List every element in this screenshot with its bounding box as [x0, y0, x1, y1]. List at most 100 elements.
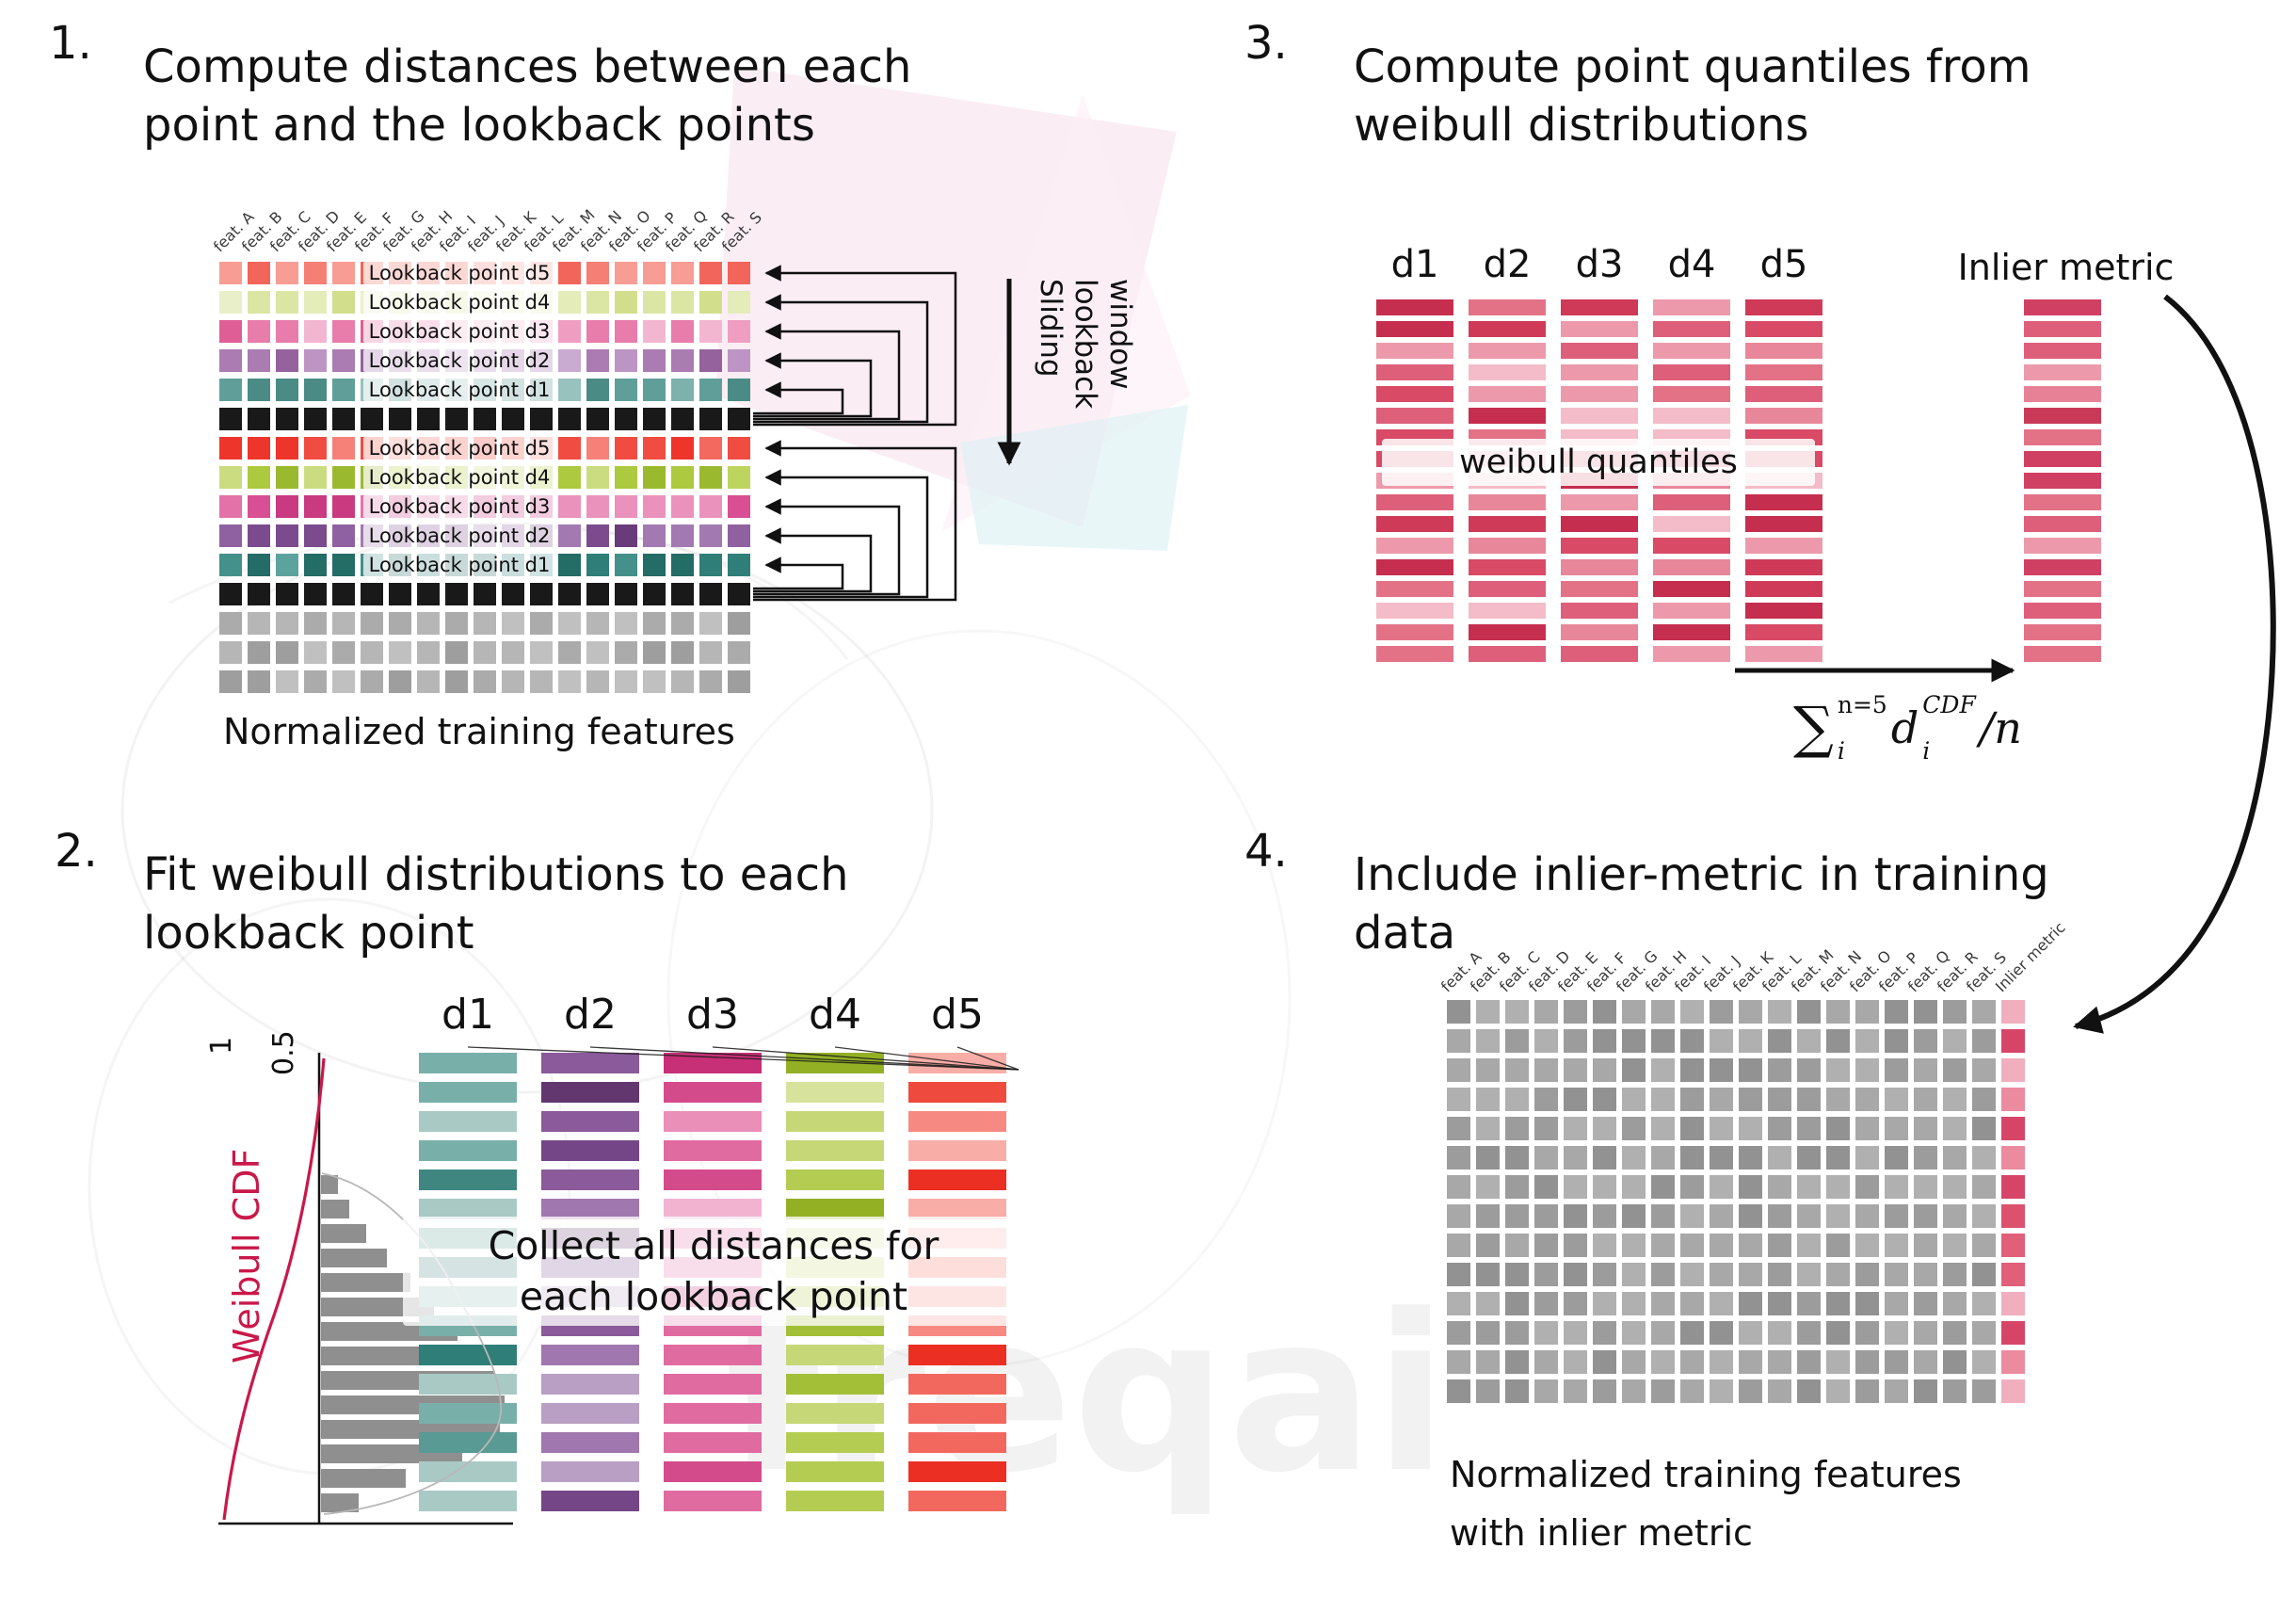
histogram-bar	[321, 1420, 500, 1439]
lookback-arrow-d5	[753, 265, 957, 427]
distance-bar	[786, 1432, 884, 1453]
quantile-bar	[1745, 408, 1822, 424]
feature-cell	[1447, 1263, 1470, 1286]
feature-cell	[361, 262, 383, 284]
feature-cell	[1593, 1292, 1616, 1315]
distance-bar	[541, 1199, 639, 1219]
feature-cell	[1914, 1263, 1937, 1286]
feature-cell	[1914, 1117, 1937, 1140]
feature-cell	[276, 379, 298, 401]
distance-bar	[786, 1111, 884, 1132]
feature-cell	[1797, 1146, 1821, 1170]
feature-cell	[1797, 1175, 1821, 1199]
feature-cell	[530, 583, 553, 605]
quantile-bar	[1469, 494, 1546, 510]
feature-cell	[1476, 1204, 1500, 1228]
feature-cell	[699, 320, 722, 343]
feature-header: feat. Q	[661, 206, 711, 256]
lookback-row-label: Lookback point d2	[238, 524, 681, 547]
feature-cell	[1943, 1175, 1967, 1199]
formula-superscript: CDF	[1922, 691, 1976, 718]
feature-cell	[445, 349, 468, 372]
feature-header: feat. B	[1466, 947, 1515, 996]
sliding-window-word-3: window	[1103, 279, 1137, 390]
distance-bar	[908, 1053, 1006, 1073]
feature-cell	[671, 291, 694, 314]
feature-cell	[1943, 1146, 1967, 1170]
feature-cell	[1593, 1088, 1616, 1111]
feature-cell	[389, 495, 411, 518]
feature-cell	[219, 291, 242, 314]
feature-cell	[1943, 1263, 1967, 1286]
histogram-bar	[321, 1273, 410, 1292]
feature-cell	[276, 291, 298, 314]
feature-header: feat. F	[1582, 948, 1630, 996]
quantile-bar	[1561, 408, 1638, 424]
feature-cell	[1534, 1263, 1558, 1286]
feature-cell	[530, 408, 553, 430]
feature-cell	[1476, 1350, 1500, 1374]
feature-cell	[502, 495, 524, 518]
feature-cell	[332, 583, 355, 605]
quantile-bar	[1561, 581, 1638, 597]
lookback-arrow-d4	[753, 294, 929, 424]
feature-cell	[1943, 1000, 1967, 1024]
feature-cell	[671, 320, 694, 343]
feature-cell	[1855, 1000, 1879, 1024]
feature-cell	[586, 291, 609, 314]
feature-cell	[248, 262, 270, 284]
feature-cell	[1797, 1292, 1821, 1315]
distance-bar	[419, 1461, 517, 1482]
feature-cell	[615, 612, 637, 635]
feature-cell	[1593, 1204, 1616, 1228]
feature-cell	[417, 262, 440, 284]
feature-cell	[445, 670, 468, 693]
feature-cell	[558, 670, 581, 693]
lookback-row-label: Lookback point d1	[238, 554, 681, 576]
step4-title-line1: Include inlier-metric in training	[1354, 848, 2049, 901]
quantile-bar	[1561, 364, 1638, 380]
feature-header: feat. D	[1524, 946, 1574, 996]
feature-cell	[1885, 1146, 1908, 1170]
feature-cell	[304, 612, 327, 635]
feature-header: feat. H	[1641, 946, 1691, 996]
feature-cell	[1622, 1000, 1646, 1024]
feature-cell	[1651, 1175, 1675, 1199]
feature-cell	[643, 583, 666, 605]
feature-cell	[1447, 1321, 1470, 1345]
feature-cell	[558, 554, 581, 576]
feature-cell	[248, 437, 270, 460]
distance-bar	[786, 1491, 884, 1511]
feature-cell	[219, 408, 242, 430]
step2-number: 2.	[55, 825, 98, 878]
feature-cell	[1739, 1263, 1762, 1286]
feature-cell	[1651, 1058, 1675, 1082]
feature-cell	[699, 554, 722, 576]
feature-cell	[417, 466, 440, 489]
feature-cell	[248, 641, 270, 664]
feature-cell	[1447, 1029, 1470, 1053]
inlier-metric-bar	[2024, 538, 2101, 554]
distance-bar	[419, 1374, 517, 1395]
feature-cell	[1593, 1146, 1616, 1170]
quantile-bar	[1561, 559, 1638, 575]
feature-cell	[1622, 1058, 1646, 1082]
feature-header: feat. O	[1845, 946, 1895, 996]
feature-header: feat. M	[1787, 945, 1838, 996]
feature-cell	[1680, 1000, 1704, 1024]
feature-cell	[474, 524, 496, 547]
distance-bar	[664, 1374, 762, 1395]
feature-header: feat. S	[717, 208, 765, 256]
feature-cell	[1768, 1321, 1791, 1345]
feature-cell	[1534, 1146, 1558, 1170]
distance-bar	[664, 1140, 762, 1161]
feature-header: feat. R	[689, 207, 738, 256]
feature-cell	[1914, 1146, 1937, 1170]
feature-cell	[671, 466, 694, 489]
distance-bar	[908, 1199, 1006, 1219]
feature-cell	[728, 554, 750, 576]
formula-subscript: i	[1922, 737, 1931, 765]
formula-tail: /n	[1979, 702, 2022, 753]
